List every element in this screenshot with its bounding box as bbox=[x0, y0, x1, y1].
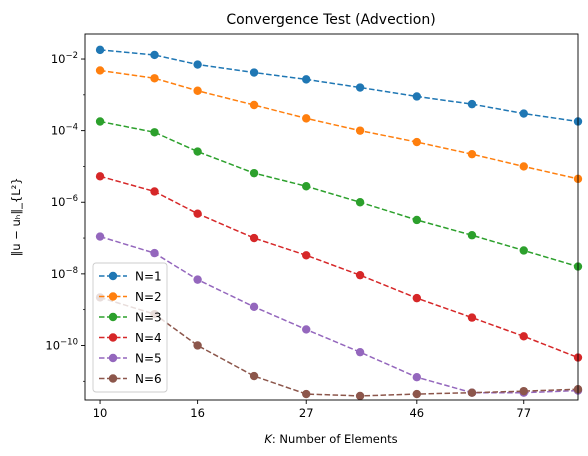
data-point bbox=[95, 117, 105, 126]
data-point bbox=[302, 182, 311, 191]
data-point bbox=[519, 109, 528, 118]
series-N=4 bbox=[95, 172, 583, 362]
legend-label: N=5 bbox=[135, 352, 162, 366]
data-point bbox=[467, 149, 477, 159]
legend-swatch-marker bbox=[108, 312, 118, 322]
x-axis-label-var: K bbox=[264, 432, 273, 446]
axes-frame bbox=[84, 33, 579, 401]
x-tick-label: 16 bbox=[190, 406, 205, 420]
data-point bbox=[193, 147, 202, 156]
data-point bbox=[150, 50, 159, 60]
data-point bbox=[355, 198, 365, 207]
data-point bbox=[302, 325, 311, 334]
y-tick-label: 10−4 bbox=[51, 123, 78, 138]
legend-label: N=4 bbox=[135, 331, 162, 345]
y-tick-label: 10−6 bbox=[51, 194, 78, 209]
data-point bbox=[249, 68, 259, 77]
data-point bbox=[412, 293, 422, 303]
data-point bbox=[249, 100, 259, 110]
series-line bbox=[99, 175, 579, 359]
series-line bbox=[99, 120, 579, 268]
data-point bbox=[355, 83, 365, 92]
data-point bbox=[467, 388, 477, 397]
data-point bbox=[519, 332, 528, 341]
data-point bbox=[519, 246, 528, 255]
data-point bbox=[355, 347, 365, 357]
y-axis-label: ‖u − uₕ‖_{L²} bbox=[9, 177, 23, 256]
data-point bbox=[302, 75, 311, 84]
axes: 10 16 27 46 77 10−10 10−8 10−6 10−4 10−2 bbox=[45, 33, 579, 420]
data-point bbox=[355, 126, 365, 135]
legend-label: N=3 bbox=[135, 311, 162, 325]
data-point bbox=[412, 215, 422, 225]
data-point bbox=[150, 187, 159, 196]
x-tick-label: 46 bbox=[409, 406, 424, 420]
x-axis-label: K: Number of Elements bbox=[264, 432, 397, 446]
data-point bbox=[193, 60, 202, 69]
data-point bbox=[412, 137, 422, 147]
data-point bbox=[249, 302, 259, 312]
x-tick-label: 10 bbox=[93, 406, 108, 420]
data-point bbox=[467, 313, 477, 322]
series-line bbox=[99, 235, 579, 394]
legend-swatch-marker bbox=[108, 292, 118, 301]
x-axis-label-text: : Number of Elements bbox=[272, 432, 398, 446]
data-point bbox=[95, 172, 105, 181]
data-point bbox=[302, 251, 311, 260]
data-point bbox=[193, 86, 202, 95]
series-N=1 bbox=[95, 45, 583, 126]
y-tick-label: 10−10 bbox=[45, 337, 78, 352]
data-point bbox=[95, 45, 105, 55]
data-point bbox=[355, 391, 365, 401]
data-point bbox=[412, 92, 422, 101]
legend: N=1 N=2 N=3 N=4 N=5 N=6 bbox=[92, 262, 168, 393]
legend-label: N=1 bbox=[135, 270, 162, 284]
legend-label: N=6 bbox=[135, 372, 162, 386]
legend-swatch-marker bbox=[108, 353, 118, 363]
data-point bbox=[193, 209, 202, 218]
series-line bbox=[99, 69, 579, 180]
data-point bbox=[249, 233, 259, 243]
series-N=3 bbox=[95, 117, 583, 271]
data-point bbox=[412, 389, 422, 399]
legend-swatch-marker bbox=[108, 271, 118, 281]
data-point bbox=[412, 372, 422, 382]
data-point bbox=[193, 275, 202, 284]
data-point bbox=[150, 128, 159, 137]
data-point bbox=[95, 66, 105, 75]
series-line bbox=[99, 49, 579, 123]
y-tick-label: 10−8 bbox=[51, 266, 78, 281]
data-point bbox=[193, 341, 202, 350]
data-point bbox=[467, 99, 477, 109]
x-tick-label: 77 bbox=[516, 406, 531, 420]
data-point bbox=[249, 371, 259, 381]
data-point bbox=[355, 270, 365, 280]
y-tick-label: 10−2 bbox=[51, 51, 78, 66]
legend-swatch-marker bbox=[108, 333, 118, 342]
legend-label: N=2 bbox=[135, 290, 162, 304]
series-line bbox=[99, 296, 579, 397]
data-point bbox=[150, 74, 159, 83]
chart-title: Convergence Test (Advection) bbox=[226, 12, 435, 28]
series-N=5 bbox=[95, 232, 583, 397]
data-point bbox=[467, 231, 477, 240]
data-point bbox=[519, 162, 528, 171]
data-point bbox=[519, 386, 528, 396]
data-point bbox=[302, 114, 311, 123]
data-point bbox=[249, 168, 259, 178]
data-point bbox=[95, 232, 105, 241]
data-point bbox=[302, 389, 311, 399]
data-point bbox=[150, 248, 159, 258]
legend-swatch-marker bbox=[108, 374, 118, 383]
series-layer bbox=[95, 45, 583, 401]
x-tick-label: 27 bbox=[299, 406, 314, 420]
series-N=6 bbox=[95, 293, 583, 401]
